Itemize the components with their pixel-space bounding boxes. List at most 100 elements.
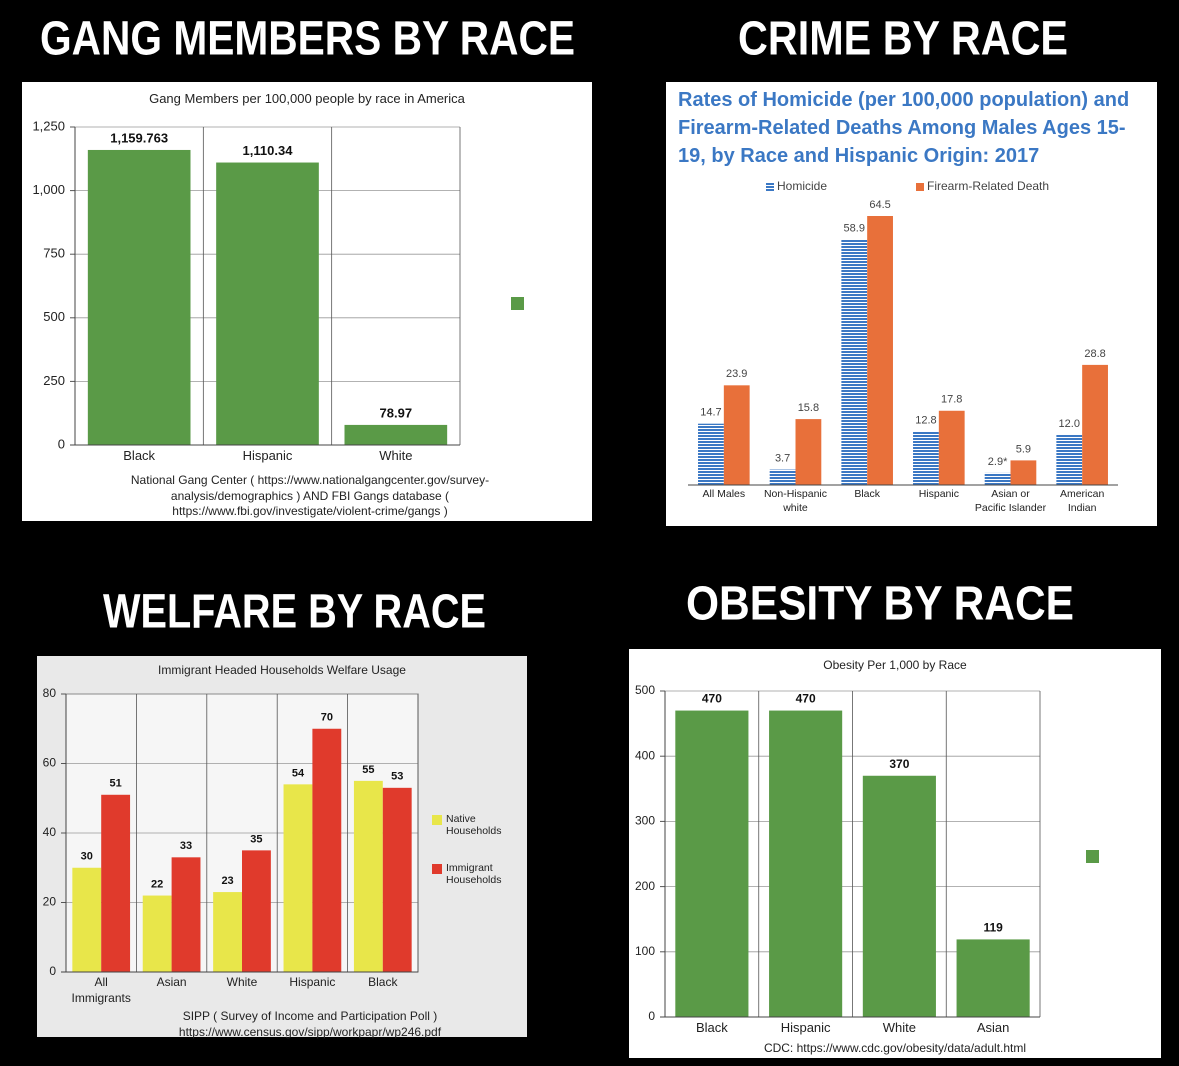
value-label: 1,159.763 (110, 130, 168, 145)
value-label: 70 (321, 712, 333, 724)
y-tick-label: 0 (58, 436, 65, 451)
value-label: 78.97 (380, 405, 413, 420)
value-label: 2.9* (988, 456, 1008, 468)
legend-swatch (432, 864, 442, 874)
x-tick-label: Hispanic (242, 448, 293, 463)
chart-source: SIPP ( Survey of Income and Participatio… (178, 1009, 442, 1039)
panel-heading: WELFARE BY RACE (103, 586, 486, 639)
y-tick-label: 20 (43, 895, 57, 909)
x-tick-label-box: Hispanic (242, 448, 293, 463)
y-tick-label: 80 (43, 686, 57, 700)
value-label: 55 (362, 764, 374, 776)
y-tick-label: 750 (43, 246, 65, 261)
chart-source-box: National Gang Center ( https://www.natio… (131, 473, 489, 518)
value-label: 3.7 (775, 452, 790, 464)
value-label: 15.8 (798, 402, 819, 414)
x-tick-label: Asian or Pacific Islander (974, 488, 1047, 514)
legend-label: Homicide (777, 179, 827, 193)
bar (1082, 364, 1108, 485)
value-label: 54 (292, 767, 305, 779)
chart-source-box: CDC: https://www.cdc.gov/obesity/data/ad… (764, 1041, 1026, 1055)
y-tick-label: 0 (648, 1009, 655, 1023)
value-label: 22 (151, 878, 163, 890)
y-tick-label: 500 (43, 309, 65, 324)
x-tick-label-box: Black (695, 1020, 728, 1035)
legend-swatch (916, 183, 924, 191)
value-label: 1,110.34 (243, 143, 294, 158)
y-tick-label: 40 (43, 825, 57, 839)
bar (769, 710, 843, 1017)
value-label: 51 (110, 778, 122, 790)
bar (867, 216, 893, 485)
value-label: 35 (250, 833, 262, 845)
x-tick-label: Hispanic (918, 488, 959, 500)
x-tick-label: Non-Hispanic white (763, 488, 827, 514)
x-tick-label: Hispanic (289, 975, 336, 989)
value-label: 12.8 (915, 415, 936, 427)
legend-label-box: Native Households (446, 813, 502, 838)
y-tick-label: 1,250 (32, 118, 65, 133)
bar (283, 784, 313, 972)
x-tick-label: Black (695, 1020, 728, 1035)
y-tick-label: 300 (635, 814, 655, 828)
chart-title-box: Rates of Homicide (per 100,000 populatio… (678, 89, 1129, 167)
chart-title: Immigrant Headed Households Welfare Usag… (158, 663, 406, 677)
bar (312, 728, 342, 972)
x-tick-label-box: Black (368, 975, 398, 989)
legend-swatch (1086, 850, 1099, 863)
bar (723, 385, 750, 485)
bar (841, 239, 868, 485)
bar (984, 472, 1011, 485)
legend-label-box: Immigrant Households (446, 862, 501, 886)
panel-heading: GANG MEMBERS BY RACE (40, 13, 575, 66)
legend-label: Firearm-Related Death (927, 179, 1049, 193)
legend-swatch (766, 183, 774, 191)
bar (675, 710, 749, 1017)
x-tick-label-box: White (379, 448, 413, 463)
bar (213, 892, 242, 972)
value-label: 470 (702, 692, 722, 706)
x-tick-label: Black (854, 488, 880, 500)
bar (862, 775, 936, 1017)
bar (1056, 434, 1083, 485)
bar (216, 162, 319, 445)
value-label: 17.8 (941, 394, 962, 406)
bar (382, 787, 412, 972)
x-tick-label: White (379, 448, 413, 463)
x-tick-label-box: Hispanic (289, 975, 336, 989)
value-label: 14.7 (700, 407, 721, 419)
value-label: 23 (221, 875, 233, 887)
y-tick-label: 200 (635, 879, 655, 893)
x-tick-label-box: Non-Hispanic white (763, 488, 827, 514)
bar (795, 419, 822, 485)
y-tick-label: 60 (43, 756, 57, 770)
chart-title: Gang Members per 100,000 people by race … (149, 91, 465, 106)
legend-label: Native Households (446, 813, 502, 838)
bar (769, 469, 796, 485)
y-tick-label: 0 (49, 964, 56, 978)
bar (344, 424, 448, 445)
x-tick-label-box: White (226, 975, 258, 989)
chart-title: Obesity Per 1,000 by Race (823, 658, 967, 672)
x-tick-label-box: All Immigrants (72, 975, 131, 1005)
y-tick-label: 500 (635, 683, 655, 697)
bar (87, 149, 191, 445)
value-label: 5.9 (1016, 443, 1031, 455)
panel-heading: OBESITY BY RACE (686, 578, 1074, 631)
x-tick-label-box: Black (854, 488, 880, 500)
x-tick-label: Black (368, 975, 398, 989)
x-tick-label: Hispanic (780, 1020, 831, 1035)
value-label: 33 (180, 840, 192, 852)
chart-title-box: Immigrant Headed Households Welfare Usag… (158, 663, 406, 677)
x-tick-label: White (226, 975, 258, 989)
bar (242, 850, 271, 972)
bar (938, 410, 965, 485)
y-tick-label: 250 (43, 373, 65, 388)
value-label: 30 (81, 851, 93, 863)
x-tick-label: Asian (156, 975, 187, 989)
value-label: 28.8 (1084, 348, 1105, 360)
x-tick-label-box: Hispanic (918, 488, 959, 500)
value-label: 12.0 (1059, 418, 1080, 430)
bar (72, 867, 102, 972)
x-tick-label-box: All Males (703, 488, 746, 500)
